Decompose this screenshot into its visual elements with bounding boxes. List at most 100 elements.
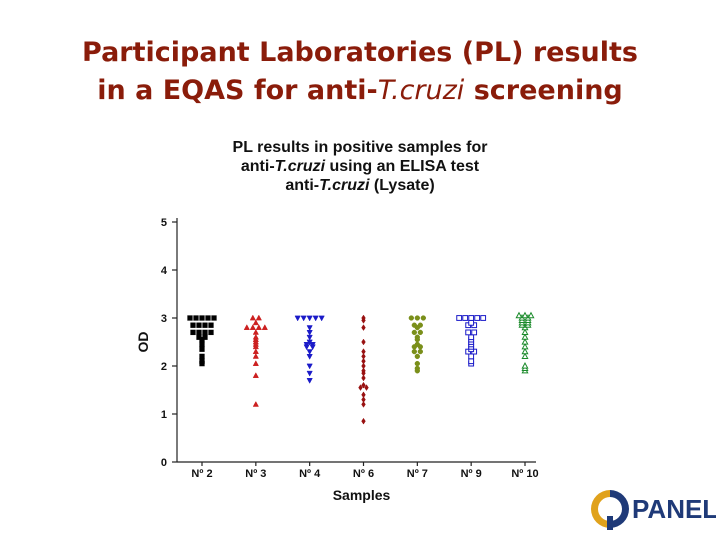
- data-point: [202, 334, 208, 340]
- data-point: [468, 315, 475, 321]
- x-tick-label: Nº 4: [299, 468, 321, 480]
- data-point: [364, 384, 369, 391]
- data-point: [294, 315, 301, 322]
- chart-title-line2-prefix: anti-: [240, 158, 275, 175]
- data-point: [199, 353, 205, 360]
- data-point: [312, 315, 319, 322]
- data-point: [202, 322, 208, 328]
- panel-logo: PANEL: [590, 490, 716, 530]
- logo-mark-icon: [590, 490, 629, 530]
- y-tick-label: 0: [161, 457, 167, 469]
- data-point: [417, 329, 423, 336]
- x-tick-label: Nº 7: [407, 468, 428, 480]
- chart-axes: 0 1 2 3 4 5 Nº 2 Nº 3 Nº 4 Nº 6 Nº 7 Nº 9 Nº 10: [161, 217, 539, 480]
- slide-title-line1: Participant Laboratories (PL) results: [82, 37, 638, 68]
- data-point: [462, 315, 469, 321]
- data-point: [468, 353, 475, 360]
- data-point: [252, 348, 259, 354]
- data-point: [261, 324, 268, 330]
- data-point: [468, 358, 475, 365]
- data-point: [480, 315, 487, 321]
- data-point: [361, 374, 366, 382]
- data-point: [196, 329, 202, 336]
- data-point: [361, 362, 366, 370]
- data-point: [527, 311, 535, 319]
- data-point: [456, 315, 463, 321]
- data-point: [252, 352, 259, 359]
- data-point: [199, 341, 205, 348]
- data-point: [187, 315, 193, 321]
- data-point: [306, 334, 313, 341]
- data-point: [361, 367, 366, 375]
- x-tick-label: Nº 10: [511, 468, 538, 480]
- data-point: [193, 315, 199, 321]
- data-point: [414, 360, 420, 367]
- chart-title-line1: PL results in positive samples for: [232, 139, 488, 156]
- data-point: [521, 338, 529, 345]
- data-point: [208, 322, 214, 328]
- data-point: [521, 347, 529, 355]
- y-tick-label: 1: [161, 409, 167, 421]
- data-point: [468, 334, 475, 341]
- data-point: [208, 329, 214, 336]
- data-point: [303, 342, 310, 348]
- slide-title-line2-italic: T.cruzi: [377, 75, 465, 106]
- chart-title-line3: anti-T.cruzi (Lysate): [190, 176, 530, 195]
- data-point: [465, 329, 472, 336]
- data-point: [361, 353, 366, 360]
- data-point: [196, 322, 202, 328]
- data-point: [361, 381, 366, 389]
- data-point: [414, 353, 420, 360]
- data-point: [420, 315, 426, 321]
- slide-title-line2-prefix: in a EQAS for anti-: [97, 75, 378, 106]
- data-point: [414, 341, 420, 348]
- chart-title-line2: anti-T.cruzi using an ELISA test: [190, 157, 530, 176]
- data-point: [205, 315, 211, 321]
- data-point: [306, 378, 313, 384]
- data-point: [306, 349, 313, 356]
- data-point: [190, 329, 196, 336]
- data-point: [361, 357, 366, 365]
- y-tick-label: 3: [161, 313, 167, 325]
- data-point: [521, 342, 529, 350]
- data-point: [414, 365, 420, 372]
- data-point: [408, 315, 414, 321]
- data-point: [411, 348, 417, 355]
- x-tick-label: Nº 3: [245, 468, 266, 480]
- data-point: [417, 322, 423, 328]
- data-point: [361, 417, 366, 425]
- chart-title-line2-italic: T.cruzi: [274, 158, 326, 175]
- data-point: [521, 311, 529, 319]
- data-point: [361, 391, 366, 399]
- data-point: [318, 315, 325, 322]
- slide-title-line2-suffix: screening: [464, 75, 623, 106]
- data-point: [252, 400, 259, 407]
- data-point: [411, 329, 417, 336]
- data-point: [361, 324, 366, 331]
- data-point: [190, 322, 196, 328]
- data-point: [252, 319, 259, 326]
- data-point: [249, 314, 256, 321]
- data-point: [521, 333, 529, 340]
- data-point: [361, 338, 366, 346]
- data-point: [474, 315, 481, 321]
- data-point: [471, 329, 478, 336]
- data-point: [361, 314, 366, 322]
- data-point: [306, 325, 313, 332]
- chart-title: PL results in positive samples for anti-…: [190, 138, 530, 195]
- y-tick-label: 2: [161, 361, 167, 373]
- data-point: [309, 342, 316, 348]
- data-point: [414, 315, 420, 321]
- data-point: [361, 348, 366, 355]
- data-point: [252, 372, 259, 378]
- scatter-chart: 0 1 2 3 4 5 Nº 2 Nº 3 Nº 4 Nº 6 Nº 7 Nº 9 Nº 10 OD S…: [135, 217, 539, 503]
- chart-title-line3-prefix: anti-: [285, 177, 320, 194]
- data-point: [414, 334, 420, 340]
- data-point: [243, 324, 250, 330]
- data-point: [521, 328, 529, 335]
- data-point: [468, 319, 475, 326]
- logo-text: PANEL: [632, 494, 716, 524]
- data-point: [199, 315, 205, 321]
- chart-title-line3-italic: T.cruzi: [319, 177, 370, 194]
- y-tick-label: 5: [161, 217, 167, 229]
